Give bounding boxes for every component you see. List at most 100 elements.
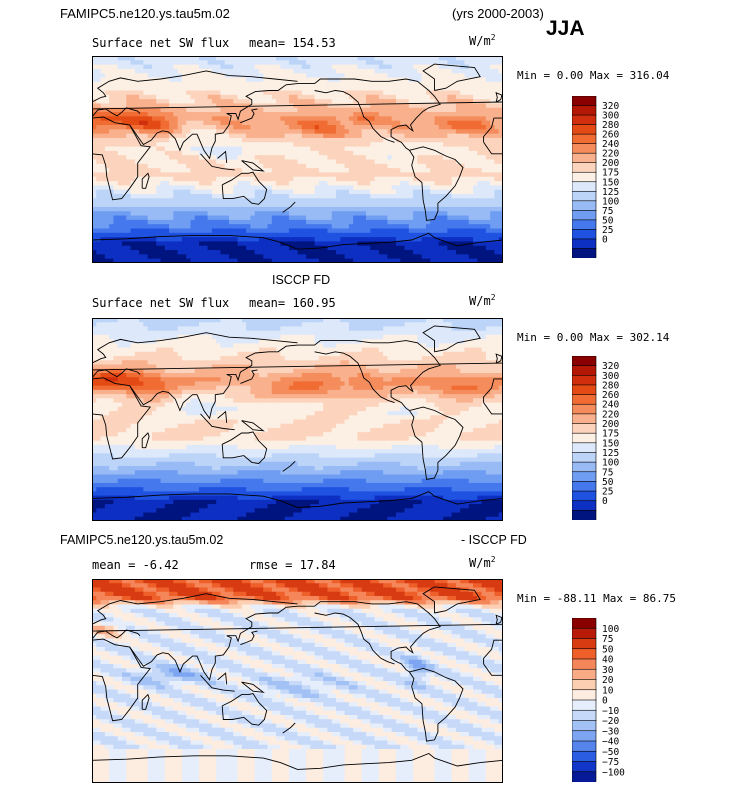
map-cell [344, 129, 350, 135]
map-cell [430, 228, 436, 234]
map-cell [421, 120, 427, 126]
map-cell [288, 129, 294, 135]
map-cell [400, 198, 406, 204]
map-cell [92, 73, 97, 79]
map-cell [288, 56, 294, 61]
map-cell [194, 159, 200, 165]
map-cell [464, 172, 470, 178]
map-cell [271, 73, 277, 79]
map-cell [318, 194, 324, 199]
map-cell [353, 142, 359, 148]
map-cell [96, 142, 102, 148]
map-cell [327, 250, 333, 255]
map-cell [164, 326, 170, 332]
map-cell [357, 86, 363, 92]
map-cell [199, 90, 204, 96]
map-cell [104, 56, 110, 61]
map-cell [297, 185, 303, 191]
map-cell [301, 159, 307, 165]
map-cell [92, 163, 97, 169]
map-cell [400, 322, 406, 328]
map-cell [211, 258, 217, 263]
map-cell [177, 250, 183, 255]
map-cell [254, 77, 260, 83]
map-cell [246, 189, 252, 195]
colorbar-swatch [572, 210, 597, 221]
map-cell [263, 241, 269, 247]
map-cell [413, 129, 418, 135]
map-cell [425, 120, 431, 126]
map-cell [301, 198, 307, 204]
map-cell [331, 112, 337, 117]
map-cell [383, 172, 389, 178]
map-cell [220, 326, 226, 332]
map-cell [455, 254, 461, 260]
map-cell [417, 219, 423, 225]
map-cell [357, 194, 363, 199]
map-cell [310, 198, 316, 204]
map-cell [156, 129, 162, 135]
map-cell [498, 155, 503, 161]
map-cell [383, 241, 389, 247]
map-cell [92, 60, 97, 66]
map-cell [258, 68, 264, 74]
map-cell [126, 318, 132, 323]
map-cell [220, 107, 226, 113]
map-cell [96, 322, 102, 328]
map-cell [413, 150, 418, 156]
map-cell [481, 254, 487, 260]
map-cell [331, 94, 337, 100]
map-cell [139, 90, 144, 96]
map-cell [104, 146, 110, 152]
map-cell [314, 112, 320, 117]
map-cell [293, 198, 299, 204]
map-cell [267, 125, 273, 130]
map-cell [186, 258, 192, 263]
map-cell [425, 237, 431, 243]
map-cell [455, 125, 461, 130]
map-cell [267, 202, 273, 208]
map-cell [181, 150, 187, 156]
map-cell [160, 181, 166, 186]
map-cell [408, 258, 414, 263]
map-cell [404, 116, 410, 122]
map-cell [310, 181, 316, 186]
map-cell [357, 318, 363, 323]
map-cell [92, 90, 97, 96]
map-cell [387, 202, 393, 208]
map-cell [331, 77, 337, 83]
map-cell [134, 120, 140, 126]
map-cell [280, 322, 286, 328]
map-cell [498, 245, 503, 251]
map-cell [498, 86, 503, 92]
map-cell [408, 326, 414, 332]
map-cell [147, 133, 153, 139]
map-cell [404, 250, 410, 255]
map-cell [430, 198, 436, 204]
map-cell [216, 146, 222, 152]
map-cell [211, 224, 217, 230]
map-cell [250, 198, 256, 204]
coastline-segment [282, 201, 296, 213]
map-cell [370, 237, 376, 243]
map-cell [224, 326, 230, 332]
map-cell [126, 326, 132, 332]
map-cell [310, 189, 316, 195]
years-label: (yrs 2000-2003) [452, 6, 544, 21]
map-cell [297, 163, 303, 169]
map-cell [237, 250, 243, 255]
map-cell [344, 107, 350, 113]
map-cell [151, 241, 157, 247]
colorbar-label: 280 [602, 120, 619, 131]
map-cell [177, 258, 183, 263]
map-cell [173, 129, 179, 135]
map-cell [139, 241, 144, 247]
map-cell [169, 120, 174, 126]
map-cell [408, 81, 414, 87]
map-cell [164, 107, 170, 113]
map-cell [284, 189, 290, 195]
map-cell [460, 155, 466, 161]
map-cell [425, 103, 431, 109]
map-cell [104, 133, 110, 139]
map-cell [113, 232, 119, 238]
